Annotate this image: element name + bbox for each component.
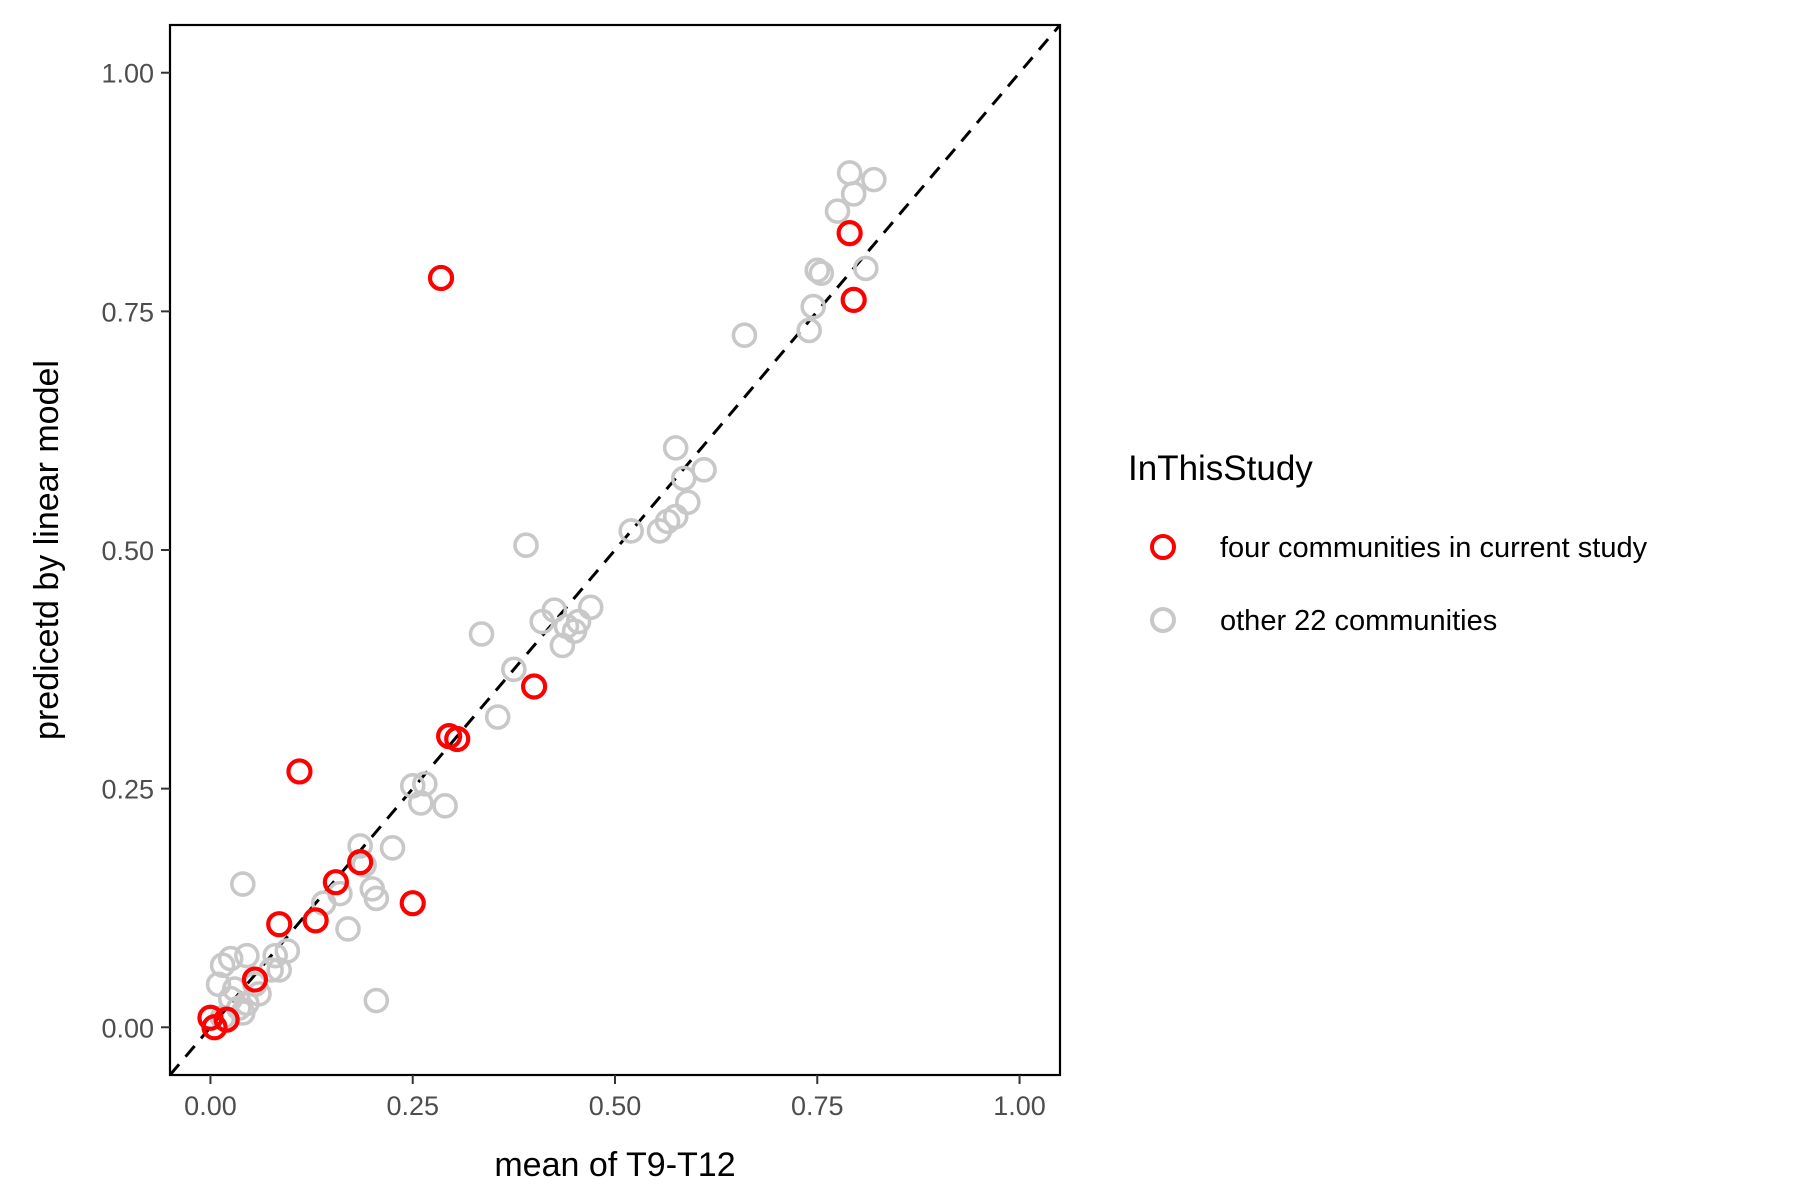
- data-points: [197, 160, 887, 1041]
- identity-reference-line: [168, 24, 1062, 1076]
- point-other-community: [731, 322, 758, 349]
- x-tick-label: 1.00: [993, 1091, 1046, 1121]
- point-other-community: [529, 608, 555, 635]
- point-other-community: [379, 835, 406, 861]
- y-tick-label: 0.50: [101, 536, 154, 566]
- x-axis: 0.00 0.25 0.50 0.75 1.00: [184, 1075, 1046, 1121]
- point-current-study: [286, 758, 313, 785]
- point-current-study: [836, 219, 863, 247]
- legend-key-other-communities: [1150, 607, 1176, 633]
- point-other-community: [501, 656, 527, 683]
- point-other-community: [209, 952, 236, 979]
- point-other-community: [796, 317, 822, 344]
- point-other-community: [513, 532, 539, 559]
- point-current-study: [241, 966, 269, 993]
- point-current-study: [266, 911, 293, 938]
- x-tick-label: 0.25: [386, 1091, 439, 1121]
- point-other-community: [262, 942, 288, 969]
- legend: InThisStudy four communities in current …: [1128, 449, 1648, 637]
- point-other-community: [347, 833, 373, 859]
- point-current-study: [347, 849, 374, 876]
- x-axis-title: mean of T9-T12: [494, 1146, 735, 1184]
- point-other-community: [549, 632, 576, 659]
- point-current-study: [427, 264, 455, 292]
- point-current-study: [840, 286, 867, 314]
- point-current-study: [444, 725, 471, 753]
- point-other-community: [266, 957, 293, 983]
- legend-title: InThisStudy: [1128, 449, 1313, 488]
- point-other-community: [824, 198, 851, 224]
- point-current-study: [201, 1014, 228, 1041]
- point-other-community: [662, 435, 689, 461]
- x-tick-label: 0.50: [589, 1091, 642, 1121]
- y-tick-label: 1.00: [101, 59, 154, 89]
- point-other-community: [675, 489, 701, 516]
- point-other-community: [408, 790, 434, 816]
- point-current-study: [520, 673, 548, 700]
- point-current-study: [399, 890, 426, 917]
- y-tick-label: 0.25: [101, 775, 154, 805]
- point-other-community: [217, 945, 244, 972]
- point-other-community: [840, 181, 867, 207]
- point-other-community: [335, 916, 361, 942]
- point-current-study: [302, 907, 329, 934]
- point-other-community: [484, 704, 511, 730]
- point-other-community: [230, 871, 256, 897]
- x-tick-label: 0.00: [184, 1091, 237, 1121]
- point-other-community: [363, 885, 390, 912]
- point-other-community: [468, 621, 495, 647]
- y-axis: 0.00 0.25 0.50 0.75 1.00: [101, 59, 170, 1043]
- point-current-study: [322, 869, 349, 896]
- point-other-community: [853, 255, 879, 282]
- point-other-community: [861, 166, 887, 193]
- point-other-community: [808, 260, 835, 286]
- legend-label-other-communities: other 22 communities: [1220, 605, 1497, 637]
- point-other-community: [618, 518, 644, 544]
- point-other-community: [412, 771, 438, 797]
- legend-key-current-study: [1150, 534, 1176, 560]
- point-other-community: [662, 503, 689, 530]
- point-other-community: [577, 594, 604, 621]
- y-axis-title: predicetd by linear model: [28, 360, 66, 740]
- point-other-community: [804, 257, 831, 284]
- point-other-community: [432, 793, 458, 819]
- point-other-community: [836, 160, 863, 186]
- point-other-community: [234, 942, 260, 969]
- y-tick-label: 0.75: [101, 297, 154, 327]
- point-other-community: [670, 465, 697, 492]
- x-tick-label: 0.75: [791, 1091, 844, 1121]
- y-tick-label: 0.00: [101, 1013, 154, 1043]
- point-other-community: [363, 987, 390, 1014]
- point-other-community: [800, 293, 827, 320]
- legend-label-current-study: four communities in current study: [1220, 532, 1648, 564]
